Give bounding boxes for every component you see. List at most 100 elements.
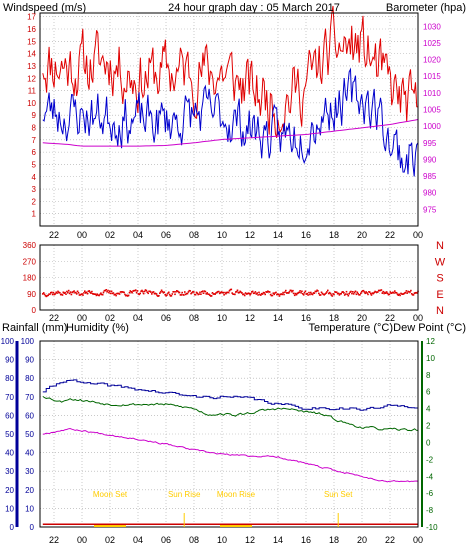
hour-tick-label: 04 — [133, 313, 143, 323]
direction-point — [281, 293, 283, 296]
hour-tick-label: 16 — [301, 313, 311, 323]
direction-point — [109, 290, 111, 292]
hour-tick-label: 16 — [301, 230, 311, 240]
direction-point — [142, 292, 145, 295]
windspeed-tick-label: 4 — [32, 173, 37, 182]
direction-point — [352, 293, 355, 295]
direction-point — [193, 291, 195, 293]
direction-point — [163, 291, 166, 293]
direction-point — [126, 295, 129, 297]
direction-point — [141, 289, 143, 292]
direction-degree-tick-labels: 0 90 180 270 360 — [23, 241, 37, 315]
direction-point — [59, 293, 62, 296]
direction-point — [78, 294, 81, 296]
windspeed-tick-label: 6 — [32, 148, 37, 157]
direction-point — [132, 290, 134, 292]
direction-point — [292, 289, 294, 292]
direction-point — [58, 291, 60, 294]
direction-point — [71, 291, 74, 294]
direction-point — [239, 290, 241, 293]
direction-point — [114, 293, 116, 296]
direction-point — [159, 292, 161, 294]
direction-point — [216, 291, 218, 294]
direction-point — [45, 295, 48, 298]
direction-point — [221, 291, 224, 294]
direction-point — [65, 293, 67, 295]
direction-point — [148, 290, 150, 293]
hour-tick-label: 12 — [245, 230, 255, 240]
direction-point — [409, 291, 411, 293]
direction-point — [354, 290, 357, 293]
direction-point — [158, 294, 160, 297]
direction-point — [241, 292, 243, 294]
direction-point — [139, 292, 141, 295]
direction-point — [52, 291, 55, 294]
humidity-tick-label: 50 — [25, 430, 34, 439]
direction-point — [263, 292, 266, 294]
direction-point — [70, 293, 73, 296]
windspeed-tick-label: 7 — [32, 136, 37, 145]
rainfall-tick-labels: 0 10 20 30 40 50 60 70 80 90 100 — [1, 337, 15, 532]
direction-point — [145, 289, 148, 292]
direction-point — [358, 294, 360, 296]
temperature-tick-label: 10 — [426, 354, 435, 363]
direction-point — [49, 293, 51, 296]
temperature-axis-label: Temperature (°C) — [309, 322, 393, 334]
direction-point — [295, 293, 298, 296]
hour-tick-label: 08 — [189, 313, 199, 323]
direction-point — [67, 291, 69, 294]
direction-point — [251, 290, 254, 293]
direction-point — [377, 291, 379, 293]
direction-point — [302, 294, 305, 296]
direction-point — [246, 293, 249, 295]
direction-point — [173, 291, 175, 293]
direction-point — [257, 294, 259, 296]
direction-point — [360, 291, 363, 293]
direction-point — [83, 292, 85, 294]
direction-point — [302, 293, 304, 295]
hour-tick-label: 22 — [385, 230, 395, 240]
hour-tick-label: 12 — [245, 535, 255, 545]
direction-point — [296, 292, 299, 295]
wind-direction-panel: 0 90 180 270 360 22 00 02 04 06 08 10 12 14 16 18 20 22 0… — [23, 240, 446, 323]
windspeed-tick-label: 2 — [32, 197, 37, 206]
direction-point — [353, 291, 356, 294]
humidity-tick-label: 0 — [30, 523, 35, 532]
direction-point — [369, 291, 371, 293]
direction-point — [85, 291, 88, 294]
rainfall-tick-label: 20 — [5, 486, 14, 495]
hour-tick-label: 18 — [329, 313, 339, 323]
temperature-tick-labels: -10 -8 -6 -4 -2 0 2 4 6 8 10 12 — [426, 337, 438, 532]
direction-point — [196, 292, 199, 294]
direction-point — [226, 291, 228, 294]
direction-point — [360, 292, 362, 295]
direction-point — [46, 294, 49, 297]
direction-point — [334, 291, 336, 293]
direction-point — [368, 291, 370, 293]
direction-point — [332, 293, 334, 295]
direction-point — [130, 291, 132, 293]
direction-point — [143, 290, 146, 293]
direction-point — [336, 292, 339, 295]
direction-point — [156, 294, 158, 297]
humidity-axis-label: Humidity (%) — [66, 322, 129, 334]
direction-point — [61, 294, 64, 296]
barometer-tick-labels: 975 980 985 990 995 1000 1005 1010 1015 1020 1025 1… — [423, 22, 441, 214]
direction-point — [307, 294, 309, 296]
direction-point — [50, 291, 53, 294]
windspeed-tick-label: 5 — [32, 160, 37, 169]
direction-point — [254, 291, 257, 293]
direction-point — [310, 293, 313, 295]
compass-letter: S — [436, 273, 443, 285]
direction-point — [194, 293, 197, 296]
direction-point — [201, 290, 204, 292]
direction-point — [318, 292, 320, 295]
event-label: Moon Set — [93, 490, 128, 499]
windspeed-axis-label: Windspeed (m/s) — [3, 2, 86, 14]
direction-point — [69, 291, 72, 293]
humidity-tick-label: 10 — [25, 504, 34, 513]
direction-point — [214, 293, 216, 295]
direction-point — [363, 291, 366, 293]
direction-point — [260, 294, 262, 296]
direction-point — [75, 293, 78, 295]
